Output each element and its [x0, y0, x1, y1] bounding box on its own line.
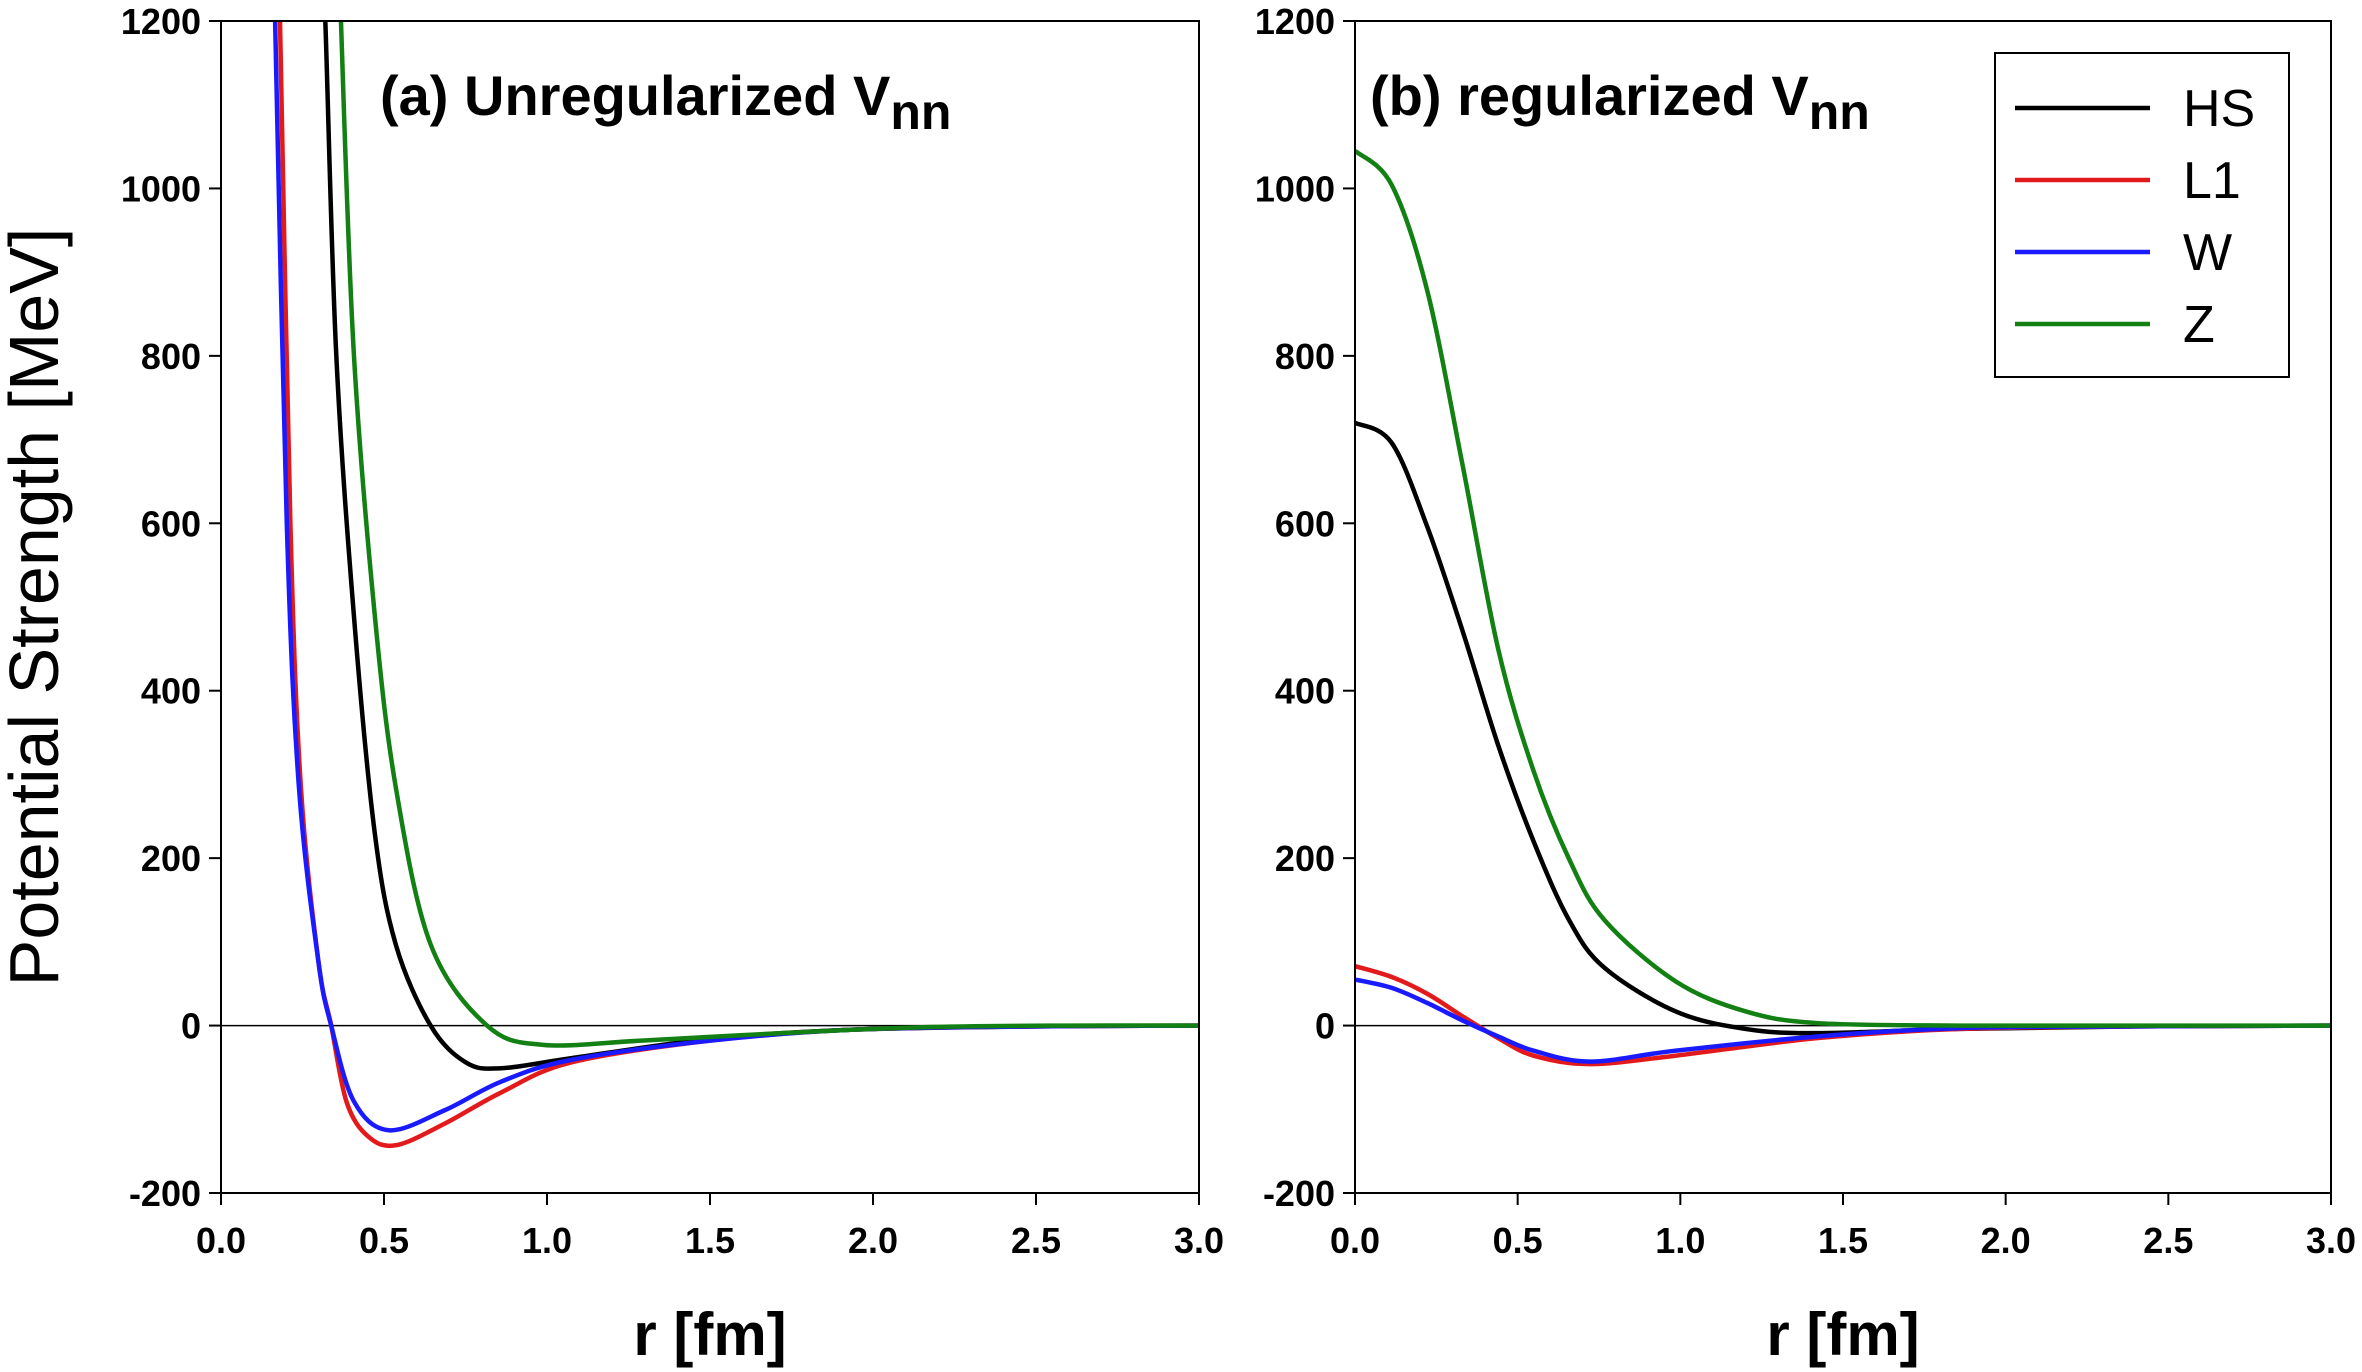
x-axis-label-b: r [fm] — [1766, 1301, 1919, 1368]
y-tick-label: 800 — [141, 336, 201, 377]
y-tick-label: -200 — [129, 1173, 201, 1214]
y-tick-label: 0 — [181, 1006, 201, 1047]
y-tick-label: 1200 — [121, 1, 201, 42]
series-line-l1-a — [277, 21, 1199, 1149]
x-tick-label: 1.5 — [685, 1220, 735, 1261]
y-tick-label: 400 — [141, 671, 201, 712]
y-tick-label: 1200 — [1255, 1, 1335, 42]
x-tick-label: 2.0 — [1981, 1220, 2031, 1261]
x-tick-label: 2.0 — [848, 1220, 898, 1261]
y-tick-label: 600 — [1275, 503, 1335, 544]
panel-b-title: (b) regularized Vnn — [1370, 64, 1870, 140]
legend-label-hs: HS — [2183, 80, 2255, 138]
y-tick-label: 200 — [141, 838, 201, 879]
x-tick-label: 3.0 — [1174, 1220, 1224, 1261]
panel-a: (a) Unregularized Vnn r [fm] 0.0 0.5 1.0 1.… — [121, 1, 1224, 1368]
series-line-hs-a — [323, 21, 1199, 1071]
x-tick-label: 0.0 — [1330, 1220, 1380, 1261]
x-tick-label: 3.0 — [2306, 1220, 2356, 1261]
y-tick-label: 200 — [1275, 838, 1335, 879]
y-tick-label: 0 — [1315, 1006, 1335, 1047]
series-line-hs-b — [1355, 420, 2331, 1036]
panel-a-title: (a) Unregularized Vnn — [380, 64, 951, 140]
series-line-z-a — [338, 21, 1199, 1048]
panel-b: (b) regularized Vnn r [fm] HS L1 WZ 0.0 0.5… — [1255, 1, 2356, 1368]
plot-frame — [220, 20, 1200, 1194]
legend-label-l1: L1 — [2183, 152, 2241, 210]
y-tick-label: 600 — [141, 503, 201, 544]
x-tick-label: 1.5 — [1818, 1220, 1868, 1261]
series-line-z-b — [1355, 148, 2331, 1029]
x-tick-label: 1.0 — [522, 1220, 572, 1261]
x-tick-label: 1.0 — [1655, 1220, 1705, 1261]
x-tick-label: 0.5 — [359, 1220, 409, 1261]
y-tick-label: 400 — [1275, 671, 1335, 712]
x-tick-label: 2.5 — [1011, 1220, 1061, 1261]
x-tick-label: 0.0 — [196, 1220, 246, 1261]
series-line-w-a — [272, 21, 1199, 1133]
y-tick-label: 1000 — [121, 168, 201, 209]
y-tick-label: 1000 — [1255, 168, 1335, 209]
x-tick-label: 2.5 — [2143, 1220, 2193, 1261]
series-line-l1-b — [1355, 963, 2331, 1067]
x-axis-label-a: r [fm] — [633, 1301, 786, 1368]
y-tick-label: 800 — [1275, 336, 1335, 377]
series-line-w-b — [1355, 977, 2331, 1064]
x-tick-label: 0.5 — [1493, 1220, 1543, 1261]
y-axis-label: Potential Strength [MeV] — [0, 228, 73, 987]
legend-label-w: W — [2183, 224, 2232, 282]
y-tick-label: -200 — [1263, 1173, 1335, 1214]
legend: HS L1 WZ — [1994, 52, 2290, 378]
legend-label-z: Z — [2183, 296, 2215, 354]
